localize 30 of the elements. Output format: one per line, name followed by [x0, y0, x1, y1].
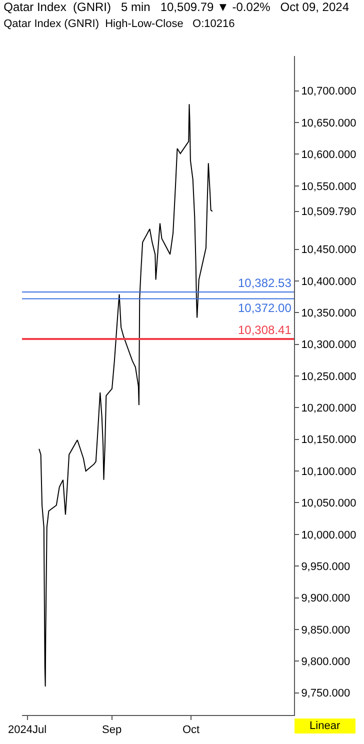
y-tick-label: 9,850.000: [301, 624, 350, 636]
y-tick-label: 10,050.000: [301, 498, 356, 510]
x-tick-label: Sep: [102, 724, 122, 736]
y-tick-label: 10,300.000: [301, 339, 356, 352]
ref-line-label: 10,308.41: [238, 323, 292, 337]
y-tick-label: 9,900.000: [301, 592, 350, 605]
line-series: [38, 104, 213, 687]
y-tick-label: 10,350.000: [301, 307, 356, 320]
y-tick-label: 10,250.000: [301, 370, 356, 383]
text: Linear: [310, 720, 340, 732]
y-tick-label: 10,000.000: [301, 529, 356, 542]
chart-subtitle: Qatar Index (GNRI) High-Low-Close O:10216: [4, 18, 235, 30]
y-tick-label: 10,509.790: [301, 206, 356, 218]
y-tick-label: 10,600.000: [301, 149, 356, 162]
y-tick-label: 9,750.000: [301, 688, 350, 700]
x-tick-label: 2024Jul: [8, 724, 47, 736]
y-tick-label: 10,700.000: [301, 86, 356, 98]
y-tick-label: 10,450.000: [301, 244, 356, 256]
y-tick-label: 9,800.000: [301, 656, 350, 668]
y-tick-label: 10,400.000: [301, 276, 356, 288]
ref-line-label: 10,382.53: [238, 276, 292, 290]
ref-line-label: 10,372.00: [238, 301, 292, 315]
y-tick-label: 10,200.000: [301, 402, 356, 415]
y-tick-label: 10,100.000: [301, 466, 356, 478]
x-tick-label: Oct: [182, 724, 200, 736]
y-tick-label: 10,150.000: [301, 434, 356, 446]
y-tick-label: 10,650.000: [301, 117, 356, 130]
y-tick-label: 10,550.000: [301, 180, 356, 193]
y-tick-label: 9,950.000: [301, 560, 350, 573]
chart-title: Qatar Index (GNRI) 5 min 10,509.79 ▼ -0.02% Oct 09, 2024: [4, 0, 350, 14]
